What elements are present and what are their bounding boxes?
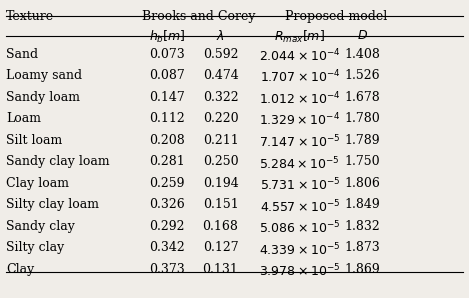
Text: Sandy loam: Sandy loam xyxy=(6,91,80,104)
Text: 1.832: 1.832 xyxy=(345,220,380,233)
Text: $1.707\times10^{-4}$: $1.707\times10^{-4}$ xyxy=(259,69,340,86)
Text: 0.259: 0.259 xyxy=(149,177,185,190)
Text: 1.780: 1.780 xyxy=(345,112,380,125)
Text: 0.373: 0.373 xyxy=(149,263,185,276)
Text: Proposed model: Proposed model xyxy=(285,10,387,23)
Text: Sand: Sand xyxy=(6,47,38,60)
Text: 0.112: 0.112 xyxy=(149,112,185,125)
Text: 1.806: 1.806 xyxy=(345,177,381,190)
Text: 0.087: 0.087 xyxy=(149,69,185,82)
Text: $4.557\times10^{-5}$: $4.557\times10^{-5}$ xyxy=(259,198,340,215)
Text: 1.408: 1.408 xyxy=(345,47,381,60)
Text: $3.978\times10^{-5}$: $3.978\times10^{-5}$ xyxy=(259,263,340,280)
Text: 1.849: 1.849 xyxy=(345,198,380,211)
Text: Clay loam: Clay loam xyxy=(6,177,69,190)
Text: 0.131: 0.131 xyxy=(203,263,238,276)
Text: Clay: Clay xyxy=(6,263,34,276)
Text: $2.044\times10^{-4}$: $2.044\times10^{-4}$ xyxy=(259,47,340,64)
Text: 1.789: 1.789 xyxy=(345,134,380,147)
Text: 0.220: 0.220 xyxy=(203,112,238,125)
Text: $D$: $D$ xyxy=(357,29,368,41)
Text: Silty clay loam: Silty clay loam xyxy=(6,198,99,211)
Text: Sandy clay loam: Sandy clay loam xyxy=(6,155,110,168)
Text: 0.250: 0.250 xyxy=(203,155,238,168)
Text: Brooks and Corey: Brooks and Corey xyxy=(142,10,255,23)
Text: 0.151: 0.151 xyxy=(203,198,238,211)
Text: 0.322: 0.322 xyxy=(203,91,238,104)
Text: 0.194: 0.194 xyxy=(203,177,238,190)
Text: 0.281: 0.281 xyxy=(149,155,185,168)
Text: 0.211: 0.211 xyxy=(203,134,238,147)
Text: Silt loam: Silt loam xyxy=(6,134,62,147)
Text: $h_b[m]$: $h_b[m]$ xyxy=(149,29,185,45)
Text: 0.326: 0.326 xyxy=(149,198,185,211)
Text: $5.731\times10^{-5}$: $5.731\times10^{-5}$ xyxy=(260,177,340,193)
Text: 0.292: 0.292 xyxy=(149,220,185,233)
Text: $5.086\times10^{-5}$: $5.086\times10^{-5}$ xyxy=(259,220,340,237)
Text: 0.127: 0.127 xyxy=(203,241,238,254)
Text: $R_{max}[m]$: $R_{max}[m]$ xyxy=(274,29,325,45)
Text: Sandy clay: Sandy clay xyxy=(6,220,75,233)
Text: Loam: Loam xyxy=(6,112,41,125)
Text: Texture: Texture xyxy=(6,10,54,23)
Text: 1.750: 1.750 xyxy=(345,155,380,168)
Text: 0.168: 0.168 xyxy=(203,220,238,233)
Text: $5.284\times10^{-5}$: $5.284\times10^{-5}$ xyxy=(259,155,340,172)
Text: 0.073: 0.073 xyxy=(149,47,185,60)
Text: Loamy sand: Loamy sand xyxy=(6,69,82,82)
Text: 1.873: 1.873 xyxy=(345,241,380,254)
Text: 1.869: 1.869 xyxy=(345,263,380,276)
Text: 0.342: 0.342 xyxy=(149,241,185,254)
Text: 1.526: 1.526 xyxy=(345,69,380,82)
Text: $1.329\times10^{-4}$: $1.329\times10^{-4}$ xyxy=(259,112,340,129)
Text: $1.012\times10^{-4}$: $1.012\times10^{-4}$ xyxy=(259,91,340,107)
Text: 0.147: 0.147 xyxy=(149,91,185,104)
Text: $\lambda$: $\lambda$ xyxy=(216,29,225,43)
Text: $4.339\times10^{-5}$: $4.339\times10^{-5}$ xyxy=(259,241,340,258)
Text: $7.147\times10^{-5}$: $7.147\times10^{-5}$ xyxy=(259,134,340,150)
Text: 0.474: 0.474 xyxy=(203,69,238,82)
Text: Silty clay: Silty clay xyxy=(6,241,64,254)
Text: 0.592: 0.592 xyxy=(203,47,238,60)
Text: 1.678: 1.678 xyxy=(345,91,380,104)
Text: 0.208: 0.208 xyxy=(149,134,185,147)
